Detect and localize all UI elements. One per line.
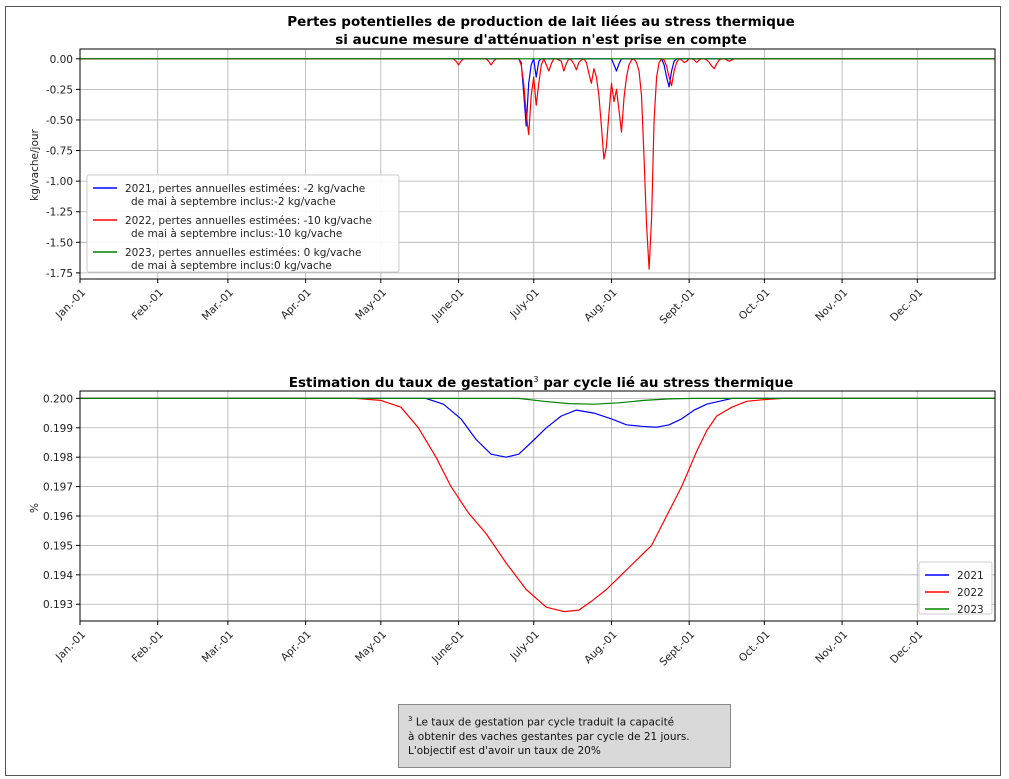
x-tick-label: July-01 <box>507 629 542 664</box>
x-tick-label: Oct.-01 <box>737 629 773 665</box>
chart2-title: Estimation du taux de gestation3 par cyc… <box>289 375 793 391</box>
series-line-2022 <box>80 58 995 270</box>
y-tick-label: -1.00 <box>46 176 73 188</box>
chart2-plot: 0.200 0.199 0.198 0.197 0.196 0.195 0.194 0.193… <box>43 390 996 669</box>
y-tick-label: -0.75 <box>46 146 73 158</box>
figure-frame <box>5 6 1001 776</box>
y-tick-label: -1.25 <box>46 207 73 219</box>
x-tick-label: Sept.-01 <box>657 629 697 669</box>
y-tick-label: 0.197 <box>43 482 73 494</box>
y-tick-label: 0.00 <box>50 54 73 66</box>
x-tick-label: Feb.-01 <box>130 287 166 323</box>
y-tick-label: 0.199 <box>43 423 73 435</box>
chart2-title-superscript: 3 <box>533 375 538 384</box>
legend-entry: 2021, pertes annuelles estimées: -2 kg/v… <box>125 183 365 195</box>
chart1-plot: 0.00 -0.25 -0.50 -0.75 -1.00 -1.25 -1.50 -1.75 J… <box>46 48 996 327</box>
plot-area-frame <box>79 48 996 280</box>
legend-entry-line2: de mai à septembre inclus:-2 kg/vache <box>131 196 336 208</box>
y-tick-label: -0.25 <box>46 84 73 96</box>
footnote-line-1: Le taux de gestation par cycle traduit l… <box>415 716 675 729</box>
series-line-2023 <box>80 397 995 405</box>
y-tick-label: -0.50 <box>46 115 73 127</box>
y-tick-label: -1.75 <box>46 268 73 280</box>
x-tick-label: July-01 <box>507 287 542 322</box>
x-tick-label: Dec.-01 <box>888 287 925 324</box>
x-tick-label: Oct.-01 <box>737 287 773 323</box>
x-tick-label: Nov.-01 <box>813 287 850 324</box>
footnote-line-3: L'objectif est d'avoir un taux de 20% <box>408 744 601 757</box>
legend-entry: 2021 <box>957 570 984 582</box>
series-line-2022 <box>80 397 995 613</box>
x-tick-label: Mar.-01 <box>200 629 236 665</box>
x-tick-label: Dec.-01 <box>888 629 925 666</box>
y-tick-label: 0.200 <box>43 393 73 405</box>
legend-entry: 2023 <box>957 604 984 616</box>
x-tick-label: May-01 <box>353 629 389 665</box>
x-tick-label: May-01 <box>353 287 389 323</box>
chart2-title-main: Estimation du taux de gestation <box>289 375 534 391</box>
chart1-y-axis-label: kg/vache/jour <box>29 128 41 200</box>
y-tick-label: 0.194 <box>43 570 73 582</box>
legend-entry-line2: de mai à septembre inclus:0 kg/vache <box>131 260 332 272</box>
x-tick-label: Aug.-01 <box>582 287 619 324</box>
footnote-line-2: à obtenir des vaches gestantes par cycle… <box>408 730 690 743</box>
footnote-marker: 3 <box>408 715 413 723</box>
chart1-title: Pertes potentielles de production de lai… <box>287 14 795 30</box>
x-tick-label: Nov.-01 <box>813 629 850 666</box>
x-tick-label: June-01 <box>429 287 466 324</box>
legend-entry: 2022 <box>957 587 984 599</box>
chart1-subtitle: si aucune mesure d'atténuation n'est pri… <box>335 32 747 48</box>
x-tick-label: Apr.-01 <box>279 629 314 664</box>
y-tick-label: 0.193 <box>43 599 73 611</box>
y-tick-label: 0.196 <box>43 511 73 523</box>
x-tick-label: Mar.-01 <box>200 287 236 323</box>
legend-entry-line2: de mai à septembre inclus:-10 kg/vache <box>131 228 342 240</box>
x-tick-label: Sept.-01 <box>657 287 697 327</box>
y-tick-label: 0.195 <box>43 540 73 552</box>
x-tick-label: Jan.-01 <box>53 629 88 664</box>
x-tick-label: Jan.-01 <box>53 287 88 322</box>
legend-entry: 2023, pertes annuelles estimées: 0 kg/va… <box>125 247 361 259</box>
chart2-title-suffix: par cycle lié au stress thermique <box>539 375 794 391</box>
x-tick-label: Feb.-01 <box>130 629 166 665</box>
x-tick-label: Apr.-01 <box>279 287 314 322</box>
x-tick-label: Aug.-01 <box>582 629 619 666</box>
legend-entry: 2022, pertes annuelles estimées: -10 kg/… <box>125 215 372 227</box>
footnote-line: 3 Le taux de gestation par cycle traduit… <box>408 712 721 730</box>
series-line-2021 <box>80 397 995 458</box>
chart2-y-axis-label: % <box>29 503 41 513</box>
y-tick-label: -1.50 <box>46 237 73 249</box>
x-tick-label: June-01 <box>429 629 466 666</box>
legend-box <box>86 174 400 273</box>
series-line-2021 <box>80 58 995 127</box>
y-tick-label: 0.198 <box>43 452 73 464</box>
footnote-box: 3 Le taux de gestation par cycle traduit… <box>398 704 731 768</box>
plot-area-frame <box>79 390 996 622</box>
